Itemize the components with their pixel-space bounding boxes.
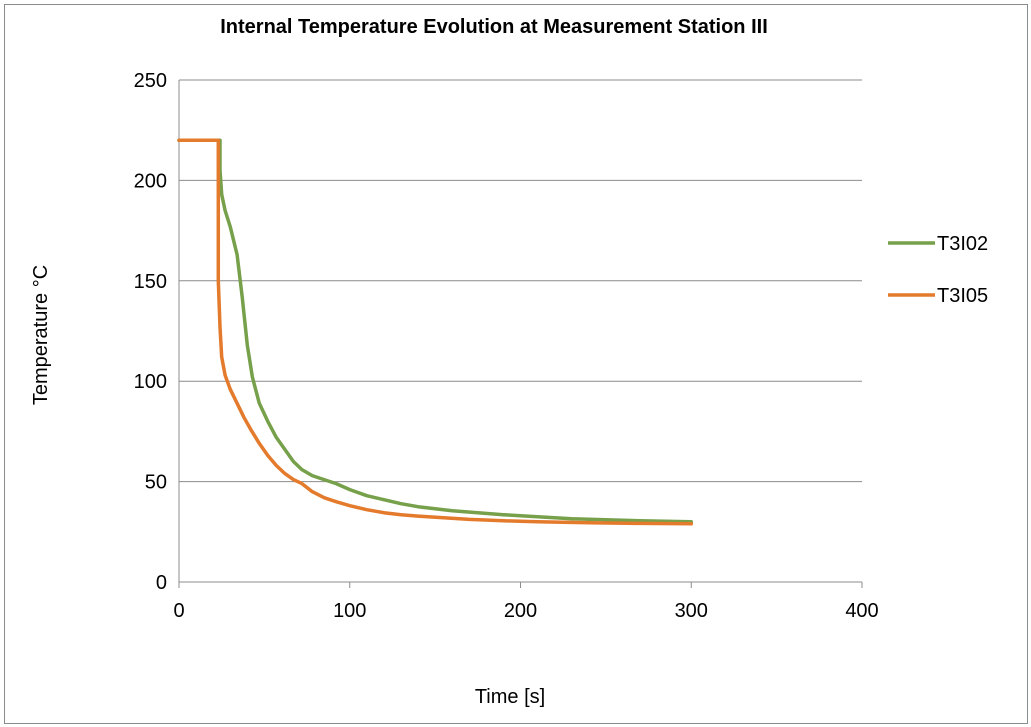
- legend-label: T3I05: [937, 285, 988, 307]
- legend: T3I02 T3I05: [888, 233, 988, 307]
- y-tick-label: 50: [145, 472, 167, 494]
- x-tick-label: 0: [173, 600, 184, 622]
- series-lines: [177, 138, 694, 526]
- y-axis-label: Temperature °C: [30, 265, 52, 405]
- line-chart: Internal Temperature Evolution at Measur…: [30, 16, 988, 708]
- y-tick-label: 100: [134, 371, 167, 393]
- y-tick-label: 150: [134, 271, 167, 293]
- x-tick-label: 400: [845, 600, 878, 622]
- x-tick-label: 100: [333, 600, 366, 622]
- chart-frame: Internal Temperature Evolution at Measur…: [4, 4, 1028, 724]
- x-axis-label: Time [s]: [475, 686, 545, 708]
- legend-label: T3I02: [937, 233, 988, 255]
- series-line-t3i02: [177, 138, 694, 524]
- y-tick-label: 200: [134, 170, 167, 192]
- x-tick-label: 300: [675, 600, 708, 622]
- y-tick-label: 250: [134, 70, 167, 92]
- y-tick-label: 0: [156, 572, 167, 594]
- axes: 0 50 100 150 200 250 0 100 200 300 400: [134, 70, 879, 622]
- gridlines: [179, 79, 862, 483]
- chart-title: Internal Temperature Evolution at Measur…: [220, 16, 768, 38]
- x-tick-label: 200: [504, 600, 537, 622]
- series-line-t3i05: [177, 138, 694, 526]
